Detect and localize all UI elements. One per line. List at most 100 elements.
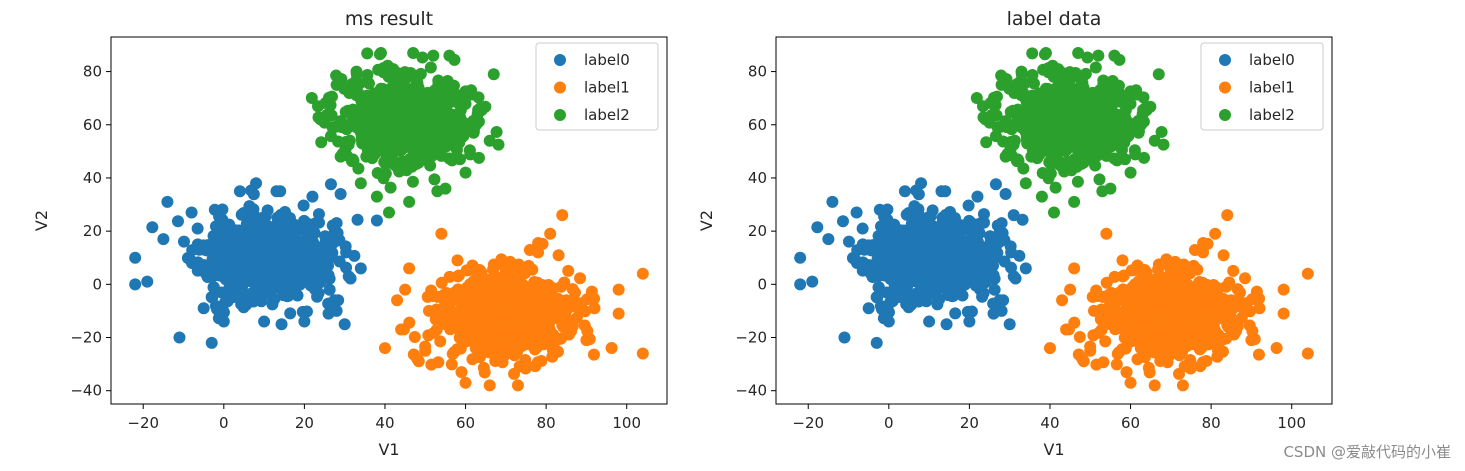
data-point bbox=[882, 315, 895, 328]
data-point bbox=[258, 315, 271, 328]
data-point bbox=[1007, 138, 1020, 151]
data-point bbox=[441, 74, 454, 87]
y-tick-label: 20 bbox=[83, 222, 102, 240]
data-point bbox=[1131, 286, 1144, 299]
axes-frame bbox=[110, 36, 668, 405]
x-tick-label: 80 bbox=[537, 414, 556, 432]
data-point bbox=[407, 46, 420, 59]
data-point bbox=[1197, 236, 1210, 249]
data-point bbox=[505, 335, 518, 348]
data-point bbox=[324, 178, 337, 191]
data-point bbox=[428, 173, 441, 186]
data-point bbox=[1147, 332, 1160, 345]
data-point bbox=[217, 306, 230, 319]
data-point bbox=[312, 254, 325, 267]
data-point bbox=[330, 78, 343, 91]
data-point bbox=[1244, 305, 1257, 318]
y-tick-label: 0 bbox=[757, 275, 767, 293]
data-point bbox=[1170, 335, 1183, 348]
data-point bbox=[1185, 302, 1198, 315]
x-axis-label: V1 bbox=[378, 440, 399, 459]
data-point bbox=[993, 236, 1006, 249]
x-tick-label: 0 bbox=[219, 414, 229, 432]
legend: label0 label1 label2 bbox=[535, 42, 659, 131]
data-point bbox=[1301, 267, 1314, 280]
data-point bbox=[1100, 227, 1113, 240]
data-point bbox=[971, 190, 984, 203]
data-point bbox=[1148, 134, 1161, 147]
data-point bbox=[1043, 342, 1056, 355]
data-point bbox=[976, 290, 989, 303]
chart-title: label data bbox=[1007, 8, 1102, 30]
data-point bbox=[562, 264, 575, 277]
data-point bbox=[1191, 263, 1204, 276]
data-point bbox=[1075, 76, 1088, 89]
data-point bbox=[242, 233, 255, 246]
x-tick-label: 100 bbox=[1277, 414, 1306, 432]
data-point bbox=[483, 297, 496, 310]
data-point bbox=[312, 208, 325, 221]
data-point bbox=[879, 241, 892, 254]
data-point bbox=[932, 225, 945, 238]
data-point bbox=[1180, 331, 1193, 344]
data-point bbox=[451, 254, 464, 267]
y-tick-label: 60 bbox=[748, 116, 767, 134]
data-point bbox=[478, 366, 491, 379]
data-point bbox=[953, 277, 966, 290]
data-point bbox=[822, 233, 835, 246]
data-point bbox=[213, 269, 226, 282]
data-point bbox=[207, 281, 220, 294]
data-point bbox=[963, 315, 976, 328]
data-point bbox=[1231, 283, 1244, 296]
data-point bbox=[266, 260, 279, 273]
data-point bbox=[558, 276, 571, 289]
data-point bbox=[214, 241, 227, 254]
data-point bbox=[370, 190, 383, 203]
data-point bbox=[1091, 149, 1104, 162]
data-point bbox=[907, 233, 920, 246]
data-point bbox=[429, 313, 442, 326]
data-point bbox=[1106, 74, 1119, 87]
data-point bbox=[563, 296, 576, 309]
data-point bbox=[541, 310, 554, 323]
data-point bbox=[1100, 98, 1113, 111]
data-point bbox=[908, 242, 921, 255]
data-point bbox=[933, 293, 946, 306]
data-point bbox=[416, 51, 429, 64]
data-point bbox=[471, 108, 484, 121]
data-point bbox=[811, 221, 824, 234]
data-point bbox=[1246, 325, 1259, 338]
data-point bbox=[425, 284, 438, 297]
data-point bbox=[532, 236, 545, 249]
data-point bbox=[322, 307, 335, 320]
data-point bbox=[205, 336, 218, 349]
data-point bbox=[1176, 379, 1189, 392]
data-point bbox=[354, 262, 367, 275]
data-point bbox=[1090, 358, 1103, 371]
data-point bbox=[1144, 313, 1157, 325]
x-tick-label: 0 bbox=[884, 414, 894, 432]
data-point bbox=[1084, 344, 1097, 357]
data-point bbox=[1003, 318, 1016, 331]
data-point bbox=[1117, 129, 1130, 142]
data-point bbox=[483, 379, 496, 392]
data-point bbox=[342, 138, 355, 151]
data-point bbox=[940, 318, 953, 331]
data-point bbox=[410, 76, 423, 89]
data-point bbox=[1016, 213, 1029, 226]
data-point bbox=[297, 199, 310, 212]
data-point bbox=[361, 69, 374, 81]
data-point bbox=[280, 244, 293, 257]
data-point bbox=[872, 281, 885, 294]
data-point bbox=[878, 269, 891, 282]
data-point bbox=[556, 209, 569, 222]
data-point bbox=[408, 331, 421, 344]
data-point bbox=[287, 219, 300, 232]
data-point bbox=[996, 227, 1009, 240]
data-point bbox=[862, 302, 875, 315]
data-point bbox=[1177, 258, 1190, 271]
data-point bbox=[171, 215, 184, 228]
data-point bbox=[1089, 61, 1102, 74]
data-point bbox=[898, 185, 911, 198]
data-point bbox=[1155, 352, 1168, 365]
